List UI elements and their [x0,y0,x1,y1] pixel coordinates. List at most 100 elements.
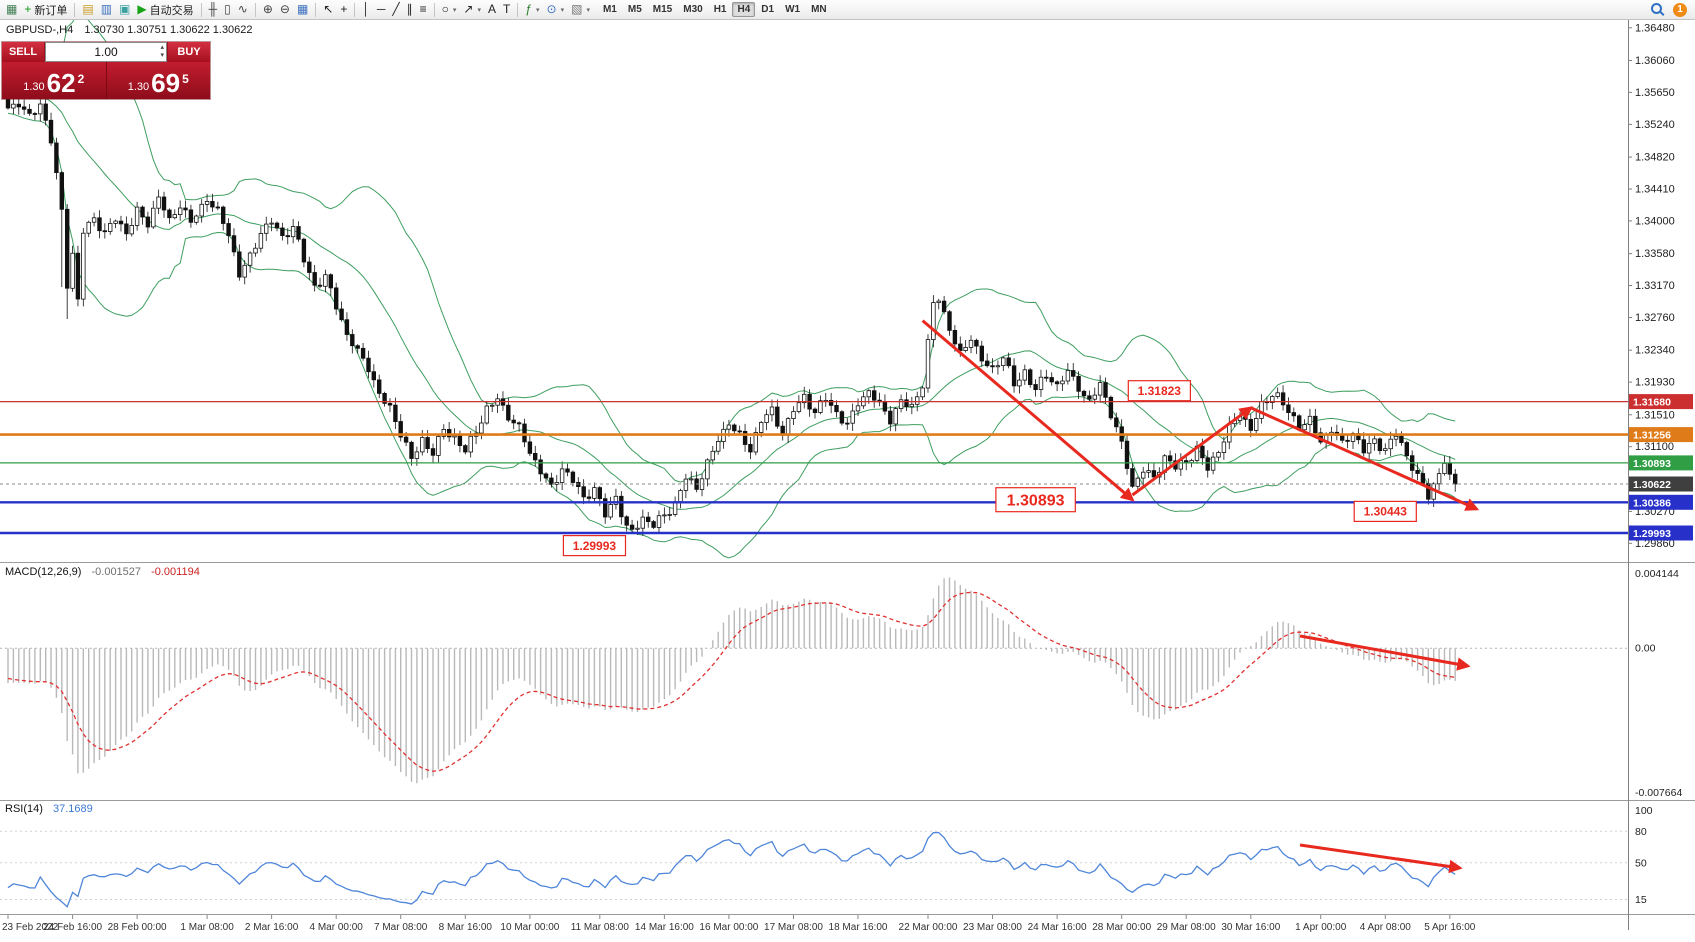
price-tag[interactable]: 1.29993 [1629,525,1693,541]
cursor-button[interactable]: ↖ [320,1,336,18]
candle [151,200,156,229]
trend-arrow[interactable] [1299,634,1471,671]
candle [247,251,253,273]
trend-arrow[interactable] [921,319,1135,502]
candle [199,199,204,223]
bar-chart-button[interactable]: ╫ [206,1,221,18]
spinner-down-icon[interactable]: ▾ [160,52,164,59]
timeframe-m5-button[interactable]: M5 [627,4,642,15]
equidistant-channel-button[interactable]: ∥ [404,1,416,18]
new-order-button[interactable]: + 新订单 [21,1,70,18]
timeframe-m1-button[interactable]: M1 [602,4,617,15]
candle [1393,428,1399,447]
trend-arrow[interactable] [1299,843,1463,874]
candle [850,403,855,431]
volume-spinner[interactable]: ▴ ▾ [160,44,164,60]
candle [565,463,570,477]
crosshair-button[interactable]: + [337,1,350,18]
search-button[interactable] [1650,2,1665,17]
timeframe-m30-button[interactable]: M30 [683,4,703,15]
timeframe-mn-button[interactable]: MN [811,4,827,15]
candle [543,472,549,483]
candle [1071,363,1076,381]
templates-icon: ▧ [571,2,583,16]
periods-button[interactable]: ⊙ ▾ [544,1,568,18]
line-chart-button[interactable]: ∿ [235,1,251,18]
candle [350,329,355,354]
timeframe-d1-button[interactable]: D1 [761,4,775,15]
data-window-button[interactable]: ▥ [98,1,115,18]
candle [554,475,559,492]
navigator-button[interactable]: ▣ [116,1,133,18]
timeframe-h4-button[interactable]: H4 [732,2,756,17]
candle [1280,385,1286,411]
candle [1108,395,1114,421]
timeframe-m15-button[interactable]: M15 [652,4,673,15]
time-axis-label: 22 Mar 00:00 [899,922,958,933]
candle [667,507,672,521]
spinner-up-icon[interactable]: ▴ [160,44,164,51]
price-tag[interactable]: 1.30386 [1629,494,1693,510]
trend-arrow[interactable] [1131,406,1253,497]
candle [463,444,468,455]
candle [1383,443,1388,455]
vertical-line-button[interactable]: │ [359,1,373,18]
market-watch-button[interactable]: ▤ [79,1,96,18]
fibonacci-button[interactable]: ≡ [417,1,430,18]
zoom-in-button[interactable]: ⊕ [260,1,276,18]
price-tick-label: 1.36060 [1635,55,1675,67]
price-annotation[interactable]: 1.30443 [1353,500,1417,522]
sell-button[interactable]: SELL [2,42,44,62]
price-tag[interactable]: 1.30622 [1629,476,1693,492]
price-tag[interactable]: 1.31256 [1629,427,1693,443]
volume-input[interactable]: 1.00 ▴ ▾ [45,42,167,62]
price-tick-label: 1.34000 [1635,215,1675,227]
new-window-button[interactable]: ▦ [3,1,20,18]
arrows-tool-button[interactable]: ↗ ▾ [460,1,484,18]
price-tag[interactable]: 1.31680 [1629,394,1693,410]
candle [108,218,113,235]
symbol-period: GBPUSD-,H4 [6,24,74,36]
quote-ohlc: 1.30730 1.30751 1.30622 1.30622 [84,24,253,36]
candle [662,507,667,524]
text-label-button[interactable]: T [500,1,513,18]
candle [86,220,91,238]
price-tag[interactable]: 1.30893 [1629,455,1693,471]
price-annotation[interactable]: 1.29993 [562,534,627,557]
candle [791,406,796,425]
candle [210,193,215,212]
templates-button[interactable]: ▧ ▾ [568,1,593,18]
candle [1291,407,1296,422]
price-tick-label: 1.31930 [1635,377,1675,389]
price-annotation[interactable]: 1.30893 [995,487,1076,513]
periods-icon: ⊙ [546,2,557,16]
horizontal-line-button[interactable]: ─ [374,1,389,18]
trend-arrow[interactable] [1250,406,1480,511]
timeframe-h1-button[interactable]: H1 [713,4,727,15]
candle [872,385,877,408]
svg-text:1.30386: 1.30386 [1633,497,1671,509]
shapes-icon: ○ [441,2,449,16]
candle [102,223,107,239]
trendline-button[interactable]: ╱ [389,1,402,18]
candle [242,260,247,285]
buy-price-button[interactable]: 1.30 69 5 [105,62,210,99]
notifications-badge[interactable]: 1 [1673,2,1687,17]
price-annotation[interactable]: 1.31823 [1127,380,1192,402]
zoom-out-button[interactable]: ⊖ [277,1,293,18]
svg-text:1.30443: 1.30443 [1364,505,1408,519]
timeframe-w1-button[interactable]: W1 [785,4,801,15]
shapes-button[interactable]: ○ ▾ [439,1,460,18]
buy-button[interactable]: BUY [168,42,210,62]
autotrading-button[interactable]: ▶ 自动交易 [134,1,196,18]
sell-price-button[interactable]: 1.30 62 2 [2,62,106,99]
indicators-button[interactable]: ƒ ▾ [522,1,542,18]
new-order-icon: + [24,2,32,16]
candlestick-chart-button[interactable]: ▯ [221,1,234,18]
text-tool-button[interactable]: A [485,1,499,18]
candle [893,407,898,432]
candle [161,191,167,218]
tile-windows-button[interactable]: ▦ [294,1,311,18]
candle [269,217,274,232]
